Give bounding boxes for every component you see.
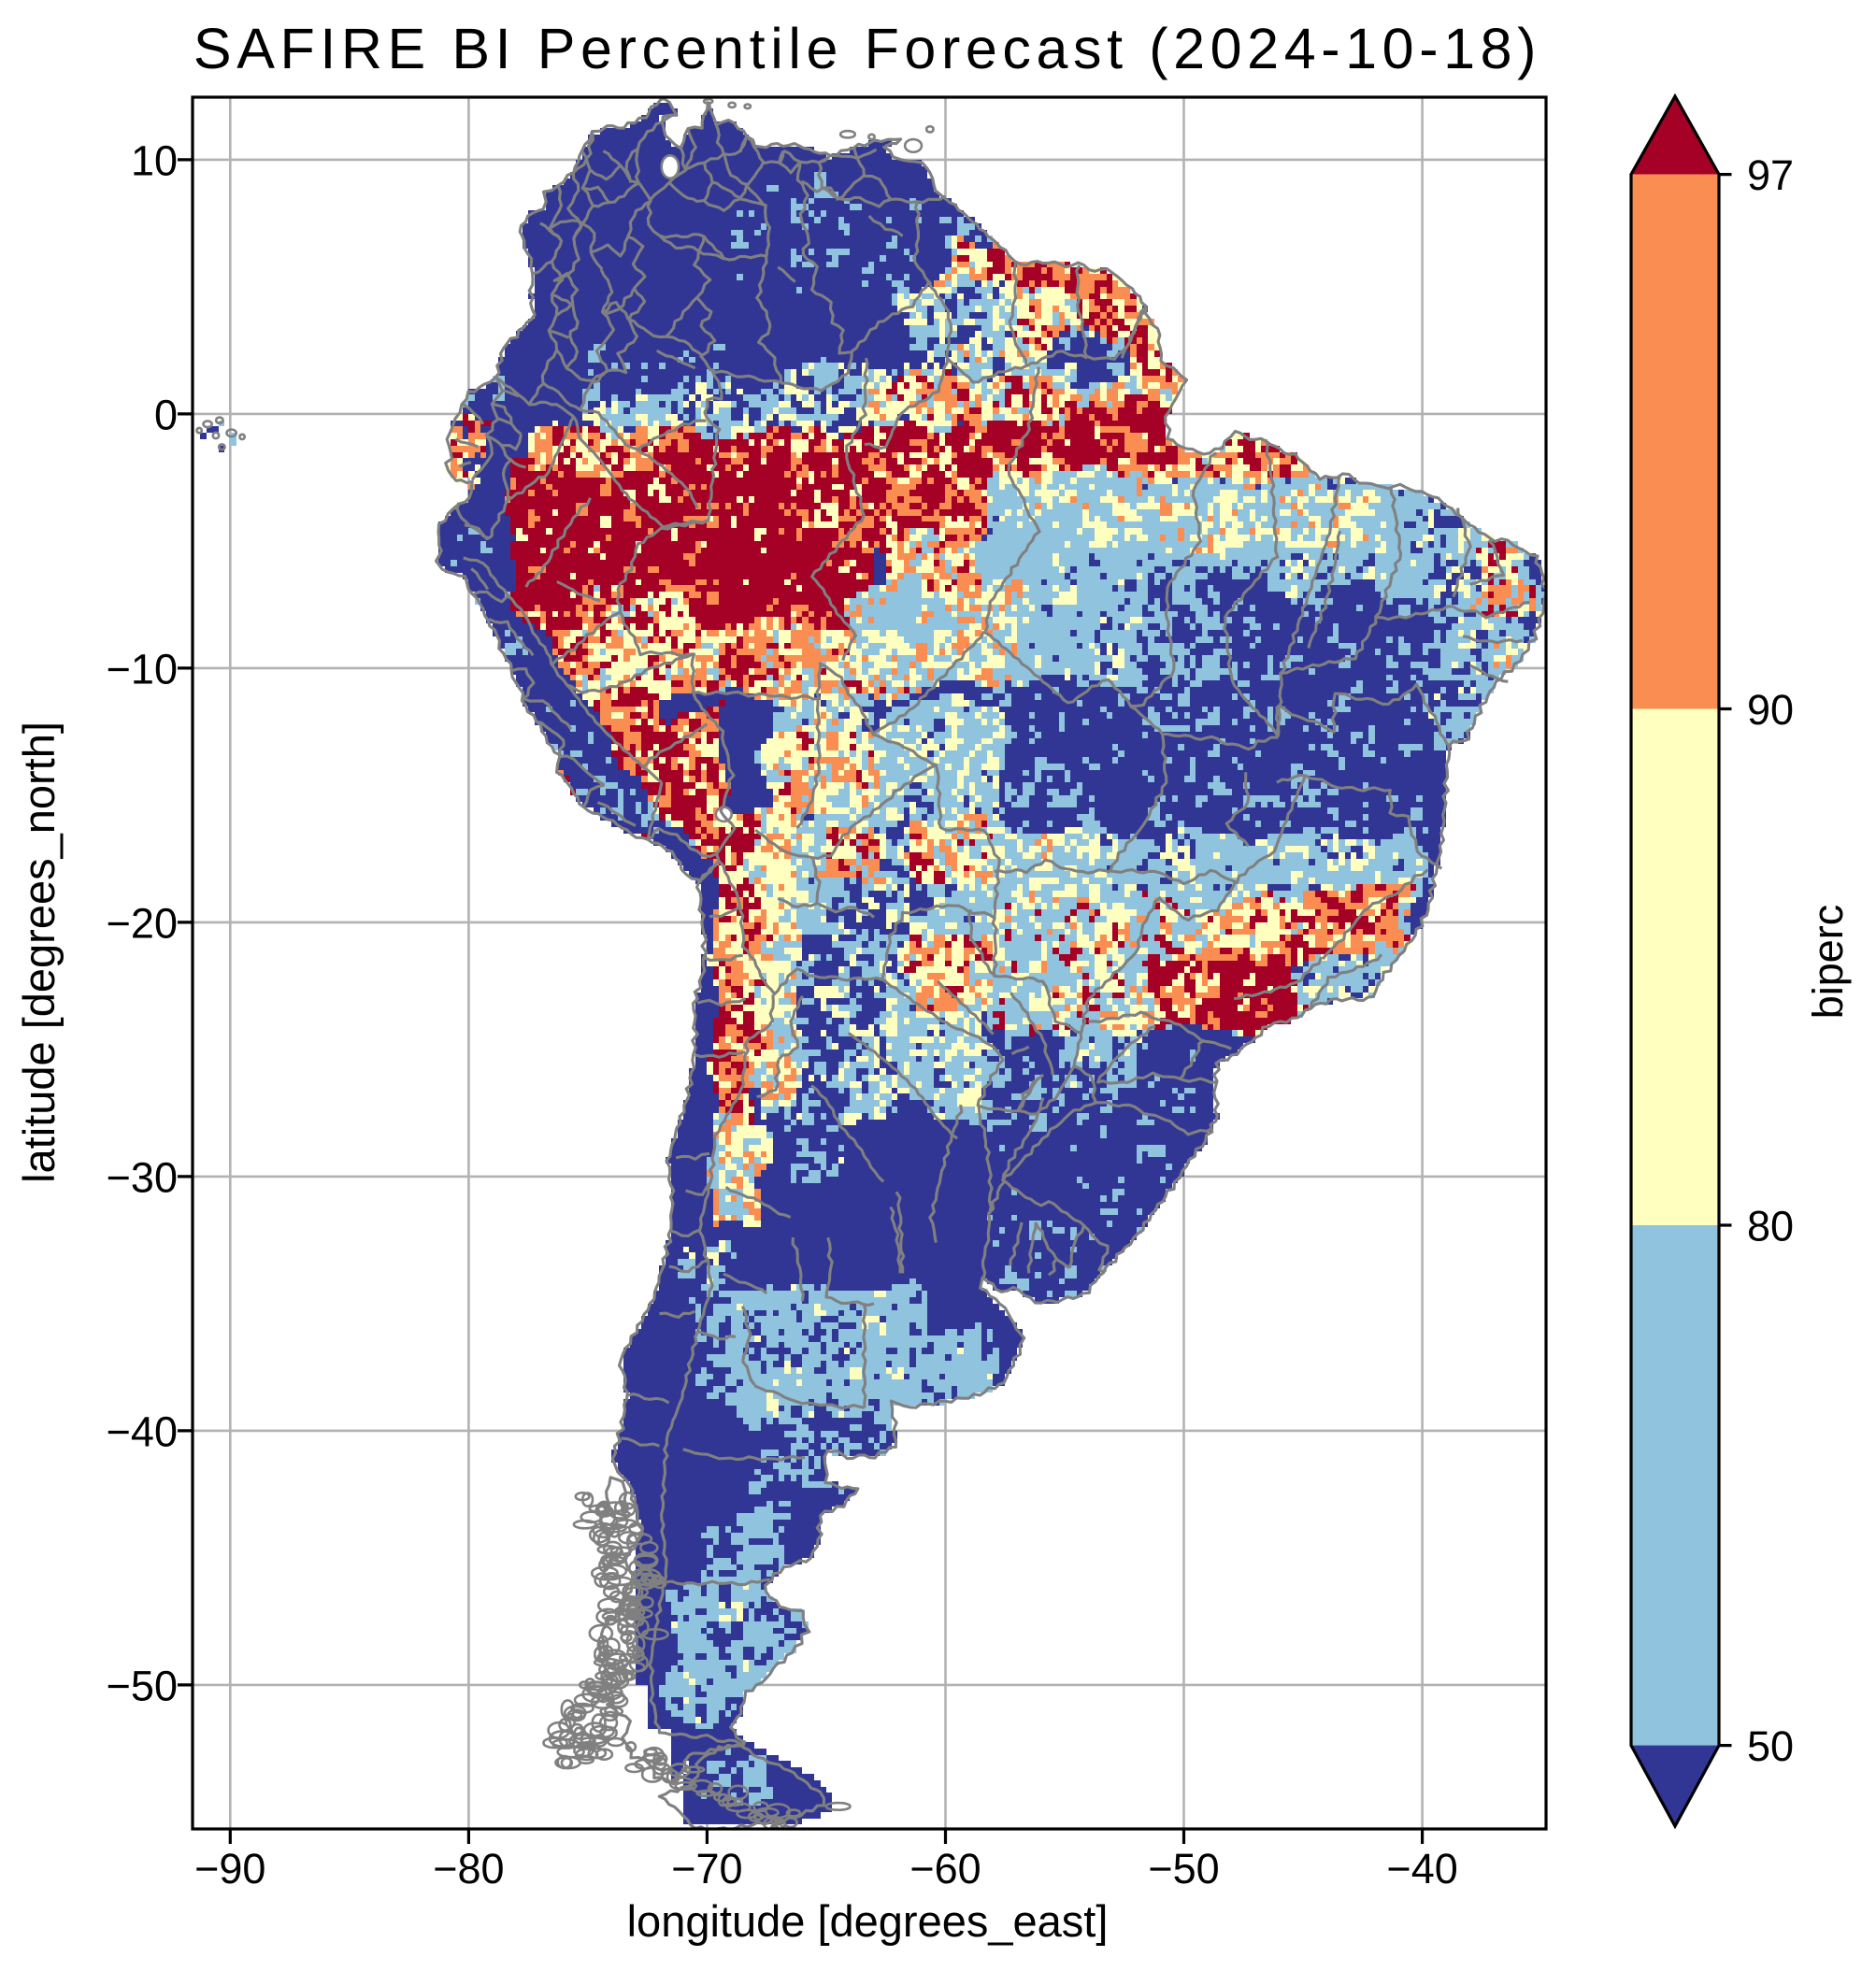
svg-text:−40: −40 — [107, 1407, 178, 1455]
svg-text:−60: −60 — [909, 1845, 981, 1892]
svg-text:SAFIRE BI Percentile Forecast: SAFIRE BI Percentile Forecast (2024-10-1… — [193, 17, 1541, 80]
svg-text:−80: −80 — [433, 1845, 504, 1892]
svg-text:−40: −40 — [1386, 1845, 1457, 1892]
svg-text:90: 90 — [1747, 686, 1794, 734]
svg-text:longitude [degrees_east]: longitude [degrees_east] — [627, 1896, 1109, 1946]
svg-text:−50: −50 — [1148, 1845, 1219, 1892]
svg-text:−50: −50 — [107, 1662, 178, 1709]
svg-text:−70: −70 — [671, 1845, 742, 1892]
svg-text:10: 10 — [131, 136, 178, 184]
svg-text:latitude [degrees_north]: latitude [degrees_north] — [14, 721, 64, 1183]
svg-text:0: 0 — [154, 391, 178, 438]
svg-text:−20: −20 — [107, 899, 178, 947]
svg-text:−90: −90 — [194, 1845, 265, 1892]
svg-text:biperc: biperc — [1804, 905, 1852, 1020]
svg-text:50: 50 — [1747, 1722, 1794, 1770]
svg-text:97: 97 — [1747, 151, 1794, 199]
svg-text:80: 80 — [1747, 1203, 1794, 1250]
svg-text:−30: −30 — [107, 1153, 178, 1201]
svg-text:−10: −10 — [107, 645, 178, 693]
